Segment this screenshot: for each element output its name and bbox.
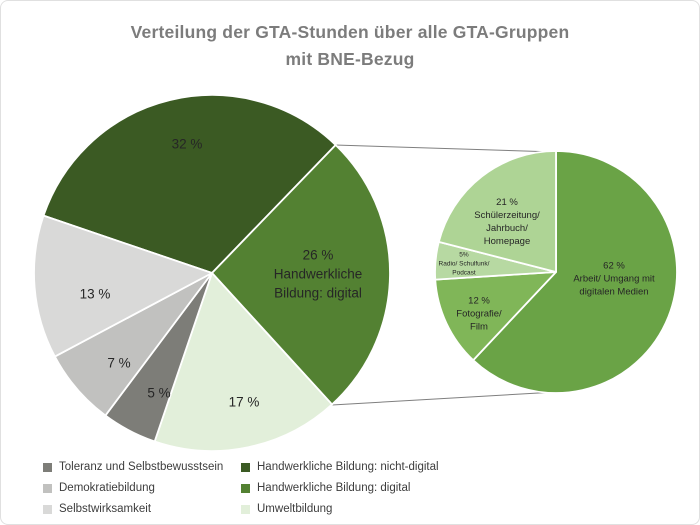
chart-title: Verteilung der GTA-Stunden über alle GTA…: [130, 22, 570, 69]
legend-label: Toleranz und Selbstbewusstsein: [59, 461, 224, 473]
breakout-pie-digital-slice-0: [472, 150, 678, 394]
legend-label: Handwerkliche Bildung: digital: [257, 482, 411, 494]
legend-item-selbstwirksamkeit: Selbstwirksamkeit: [43, 502, 223, 517]
legend-item-digital: Handwerkliche Bildung: digital: [241, 481, 439, 496]
legend-swatch-umweltbildung: [241, 505, 250, 514]
main-pie-slice-0: [42, 94, 337, 274]
legend-label: Selbstwirksamkeit: [59, 503, 152, 515]
legend-item-umweltbildung: Umweltbildung: [241, 502, 439, 517]
legend-swatch-digital: [241, 484, 250, 493]
pie-connector-line-top: [334, 144, 557, 153]
main-pie-slice-2: [153, 272, 333, 452]
legend-swatch-toleranz: [43, 463, 52, 472]
main-pie-slice-5: [33, 214, 213, 358]
legend-item-toleranz: Toleranz und Selbstbewusstsein: [43, 460, 223, 475]
legend-item-nicht-digital: Handwerkliche Bildung: nicht-digital: [241, 460, 439, 475]
legend-column-2: Handwerkliche Bildung: nicht-digital Han…: [241, 460, 439, 517]
main-pie-slice-1: [211, 144, 391, 406]
legend-column-1: Toleranz und Selbstbewusstsein Demokrati…: [43, 460, 223, 517]
legend-item-demokratiebildung: Demokratiebildung: [43, 481, 223, 496]
legend-swatch-nicht-digital: [241, 463, 250, 472]
legend-swatch-demokratiebildung: [43, 484, 52, 493]
legend-label: Demokratiebildung: [59, 482, 155, 494]
breakout-pie-digital-slice-3: [437, 150, 557, 273]
legend-label: Umweltbildung: [257, 503, 333, 515]
legend-swatch-selbstwirksamkeit: [43, 505, 52, 514]
legend-label: Handwerkliche Bildung: nicht-digital: [257, 461, 439, 473]
pie-connector-line-bottom: [331, 391, 557, 406]
breakout-pie-digital-slice-1: [434, 271, 557, 362]
